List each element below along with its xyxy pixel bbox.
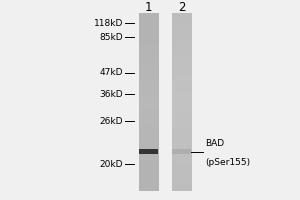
Text: BAD: BAD — [206, 139, 225, 148]
Text: 2: 2 — [178, 1, 185, 14]
Bar — [139, 149, 158, 154]
Text: 85kD: 85kD — [99, 33, 123, 42]
Text: (pSer155): (pSer155) — [206, 158, 250, 167]
Text: 118kD: 118kD — [94, 19, 123, 28]
Bar — [172, 149, 191, 154]
Text: 26kD: 26kD — [100, 117, 123, 126]
Text: 47kD: 47kD — [100, 68, 123, 77]
Text: 20kD: 20kD — [100, 160, 123, 169]
Text: 1: 1 — [145, 1, 152, 14]
Text: 36kD: 36kD — [99, 90, 123, 99]
